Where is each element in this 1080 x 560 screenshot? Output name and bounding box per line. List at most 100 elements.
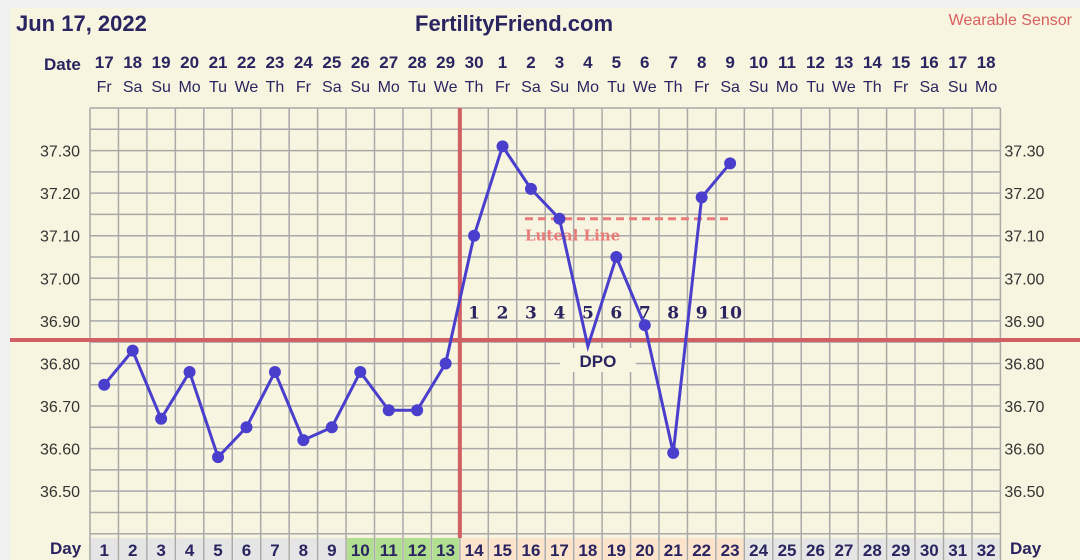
day-cell xyxy=(944,538,971,560)
day-cell xyxy=(176,538,203,560)
temperature-point xyxy=(610,251,623,264)
dpo-label: 10 xyxy=(718,303,742,323)
day-number: 32 xyxy=(977,541,996,560)
weekday-label: Sa xyxy=(322,79,342,96)
chart-svg: 117Fr218Sa319Su420Mo521Tu622We723Th824Fr… xyxy=(10,53,1080,560)
day-number: 25 xyxy=(778,541,797,560)
weekday-label: Sa xyxy=(521,79,541,96)
day-number: 5 xyxy=(213,541,222,560)
temperature-point xyxy=(439,357,452,370)
dpo-label: 1 xyxy=(468,303,480,323)
temperature-point xyxy=(240,421,253,434)
day-number: 29 xyxy=(891,541,910,560)
day-number: 16 xyxy=(522,541,541,560)
weekday-label: Fr xyxy=(97,79,113,96)
date-number: 14 xyxy=(863,53,882,72)
weekday-label: Sa xyxy=(720,79,740,96)
day-cell xyxy=(830,538,858,560)
y-tick-left: 36.80 xyxy=(40,356,80,373)
weekday-label: Th xyxy=(863,79,882,96)
weekday-label: Mo xyxy=(577,79,599,96)
day-cell xyxy=(802,538,829,560)
weekday-label: Mo xyxy=(776,79,798,96)
weekday-label: Tu xyxy=(408,79,426,96)
weekday-label: Sa xyxy=(123,79,143,96)
day-cell xyxy=(261,538,289,560)
y-tick-left: 36.70 xyxy=(40,399,80,416)
day-number: 20 xyxy=(635,541,654,560)
dpo-label: 6 xyxy=(610,303,622,323)
day-cell xyxy=(745,538,772,560)
day-number: 18 xyxy=(578,541,597,560)
day-number: 12 xyxy=(408,541,427,560)
weekday-label: We xyxy=(633,79,657,96)
y-tick-right: 37.00 xyxy=(1004,271,1044,288)
temperature-point xyxy=(411,404,424,417)
y-tick-left: 37.30 xyxy=(40,144,80,161)
day-cell xyxy=(574,538,602,560)
date-number: 19 xyxy=(152,53,171,72)
weekday-label: Mo xyxy=(975,79,997,96)
temperature-point xyxy=(155,412,168,425)
day-number: 31 xyxy=(948,541,967,560)
site-title[interactable]: FertilityFriend.com xyxy=(415,11,614,36)
temperature-point xyxy=(268,365,281,378)
dpo-text: DPO xyxy=(579,352,616,371)
date-number: 9 xyxy=(725,53,734,72)
day-cell xyxy=(147,538,175,560)
day-cell xyxy=(631,538,658,560)
date-row-label: Date xyxy=(44,55,81,74)
temperature-point xyxy=(354,365,367,378)
date-number: 10 xyxy=(749,53,768,72)
day-number: 15 xyxy=(493,541,512,560)
date-number: 12 xyxy=(806,53,825,72)
y-tick-right: 36.80 xyxy=(1004,356,1044,373)
date-number: 7 xyxy=(668,53,677,72)
y-tick-right: 36.90 xyxy=(1004,314,1044,331)
weekday-label: Fr xyxy=(495,79,511,96)
date-number: 17 xyxy=(95,53,114,72)
day-row-label-right: Day xyxy=(1010,539,1042,558)
day-number: 13 xyxy=(436,541,455,560)
weekday-label: Su xyxy=(350,79,370,96)
day-cell xyxy=(489,538,516,560)
weekday-label: Tu xyxy=(209,79,227,96)
temperature-point xyxy=(524,182,537,195)
temperature-point xyxy=(638,319,651,332)
weekday-label: We xyxy=(832,79,856,96)
day-cell xyxy=(603,538,630,560)
day-number: 11 xyxy=(380,541,398,560)
y-tick-left: 37.00 xyxy=(40,271,80,288)
weekday-label: Fr xyxy=(296,79,312,96)
day-number: 8 xyxy=(299,541,308,560)
y-tick-right: 37.20 xyxy=(1004,186,1044,203)
day-number: 6 xyxy=(242,541,251,560)
day-number: 3 xyxy=(156,541,165,560)
day-cell xyxy=(546,538,573,560)
weekday-label: Th xyxy=(664,79,683,96)
date-number: 29 xyxy=(436,53,455,72)
day-cell xyxy=(773,538,801,560)
day-cell xyxy=(972,538,1000,560)
date-number: 11 xyxy=(778,53,796,72)
y-tick-left: 37.10 xyxy=(40,229,80,246)
day-cell xyxy=(119,538,146,560)
date-number: 21 xyxy=(209,53,228,72)
dpo-label: 8 xyxy=(667,303,679,323)
day-cell xyxy=(375,538,402,560)
date-number: 23 xyxy=(265,53,284,72)
y-tick-left: 36.50 xyxy=(40,484,80,501)
day-number: 4 xyxy=(185,541,195,560)
date-number: 1 xyxy=(498,53,507,72)
date-number: 5 xyxy=(612,53,621,72)
dpo-label: 7 xyxy=(639,303,651,323)
date-number: 26 xyxy=(351,53,370,72)
y-tick-right: 37.10 xyxy=(1004,229,1044,246)
weekday-label: Th xyxy=(266,79,285,96)
day-number: 17 xyxy=(550,541,569,560)
day-cell xyxy=(91,538,118,560)
chart-date: Jun 17, 2022 xyxy=(16,11,147,36)
date-number: 4 xyxy=(583,53,593,72)
day-number: 2 xyxy=(128,541,137,560)
day-number: 22 xyxy=(692,541,711,560)
